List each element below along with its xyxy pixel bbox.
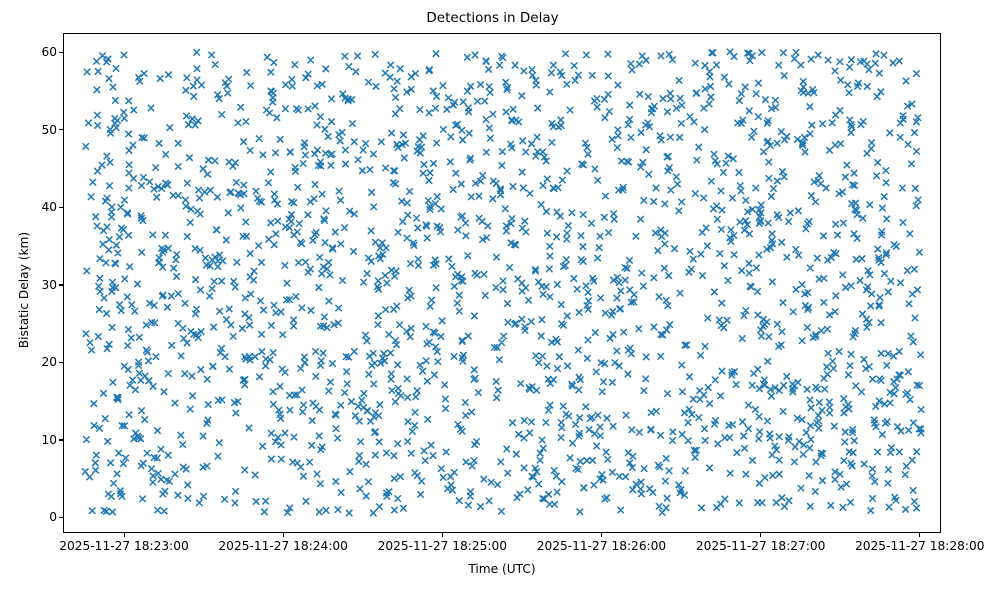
x-tick-mark [760, 533, 762, 537]
x-tick-mark [600, 533, 603, 537]
x-tick-mark [123, 533, 125, 537]
x-tick-label: 2025-11-27 18:27:00 [695, 539, 826, 553]
x-axis-label: Time (UTC) [468, 562, 536, 576]
x-tick-label: 2025-11-27 18:26:00 [536, 539, 667, 553]
chart-title: Detections in Delay [426, 10, 559, 26]
x-tick-mark [919, 533, 921, 537]
x-tick-label: 2025-11-27 18:24:00 [218, 539, 348, 553]
x-tick-mark [441, 533, 443, 537]
y-tick-label: 60 [41, 45, 57, 60]
scatter-marker-set [81, 48, 925, 517]
x-tick-label: 2025-11-27 18:28:00 [855, 539, 985, 553]
y-tick-label: 10 [41, 432, 57, 447]
x-tick-label: 2025-11-27 18:25:00 [377, 539, 508, 553]
scatter-points-layer [81, 48, 925, 517]
y-tick-label: 0 [49, 510, 57, 525]
y-tick-label: 50 [41, 122, 57, 137]
x-tick-label: 2025-11-27 18:23:00 [59, 539, 189, 553]
y-axis-label: Bistatic Delay (km) [17, 231, 31, 349]
plot-area [63, 33, 941, 533]
x-tick-mark [282, 533, 284, 537]
